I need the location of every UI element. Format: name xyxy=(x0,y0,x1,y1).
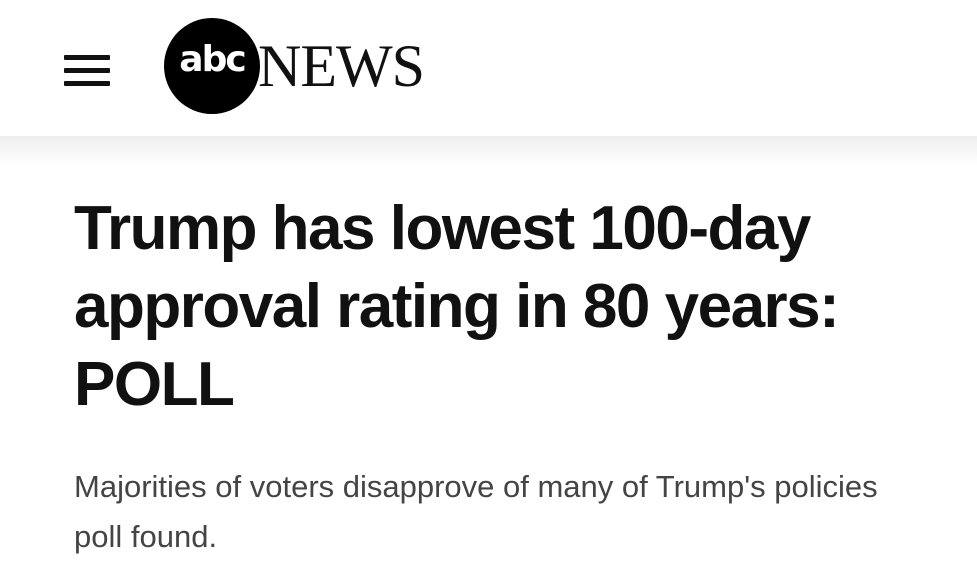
headline-line-3: POLL xyxy=(74,350,235,419)
header-divider xyxy=(0,136,977,166)
headline-line-1: Trump has lowest 100-day xyxy=(74,194,811,263)
abc-logo-circle xyxy=(164,18,260,114)
site-header: abc NEWS xyxy=(0,0,977,136)
abc-news-logo[interactable]: abc NEWS xyxy=(164,18,464,118)
menu-bar-bottom xyxy=(64,81,110,86)
article-subheadline: Majorities of voters disapprove of many … xyxy=(74,462,974,562)
menu-bar-middle xyxy=(64,68,110,73)
subhead-line-1: Majorities of voters disapprove of many … xyxy=(74,469,878,504)
menu-bar-top xyxy=(64,55,110,60)
headline-line-2: approval rating in 80 years: xyxy=(74,272,840,341)
article-headline: Trump has lowest 100-day approval rating… xyxy=(74,190,974,424)
news-wordmark: NEWS xyxy=(258,33,425,99)
abc-logo-text: abc xyxy=(179,39,246,80)
hamburger-menu-icon[interactable] xyxy=(62,52,114,88)
subhead-line-2: poll found. xyxy=(74,519,218,554)
